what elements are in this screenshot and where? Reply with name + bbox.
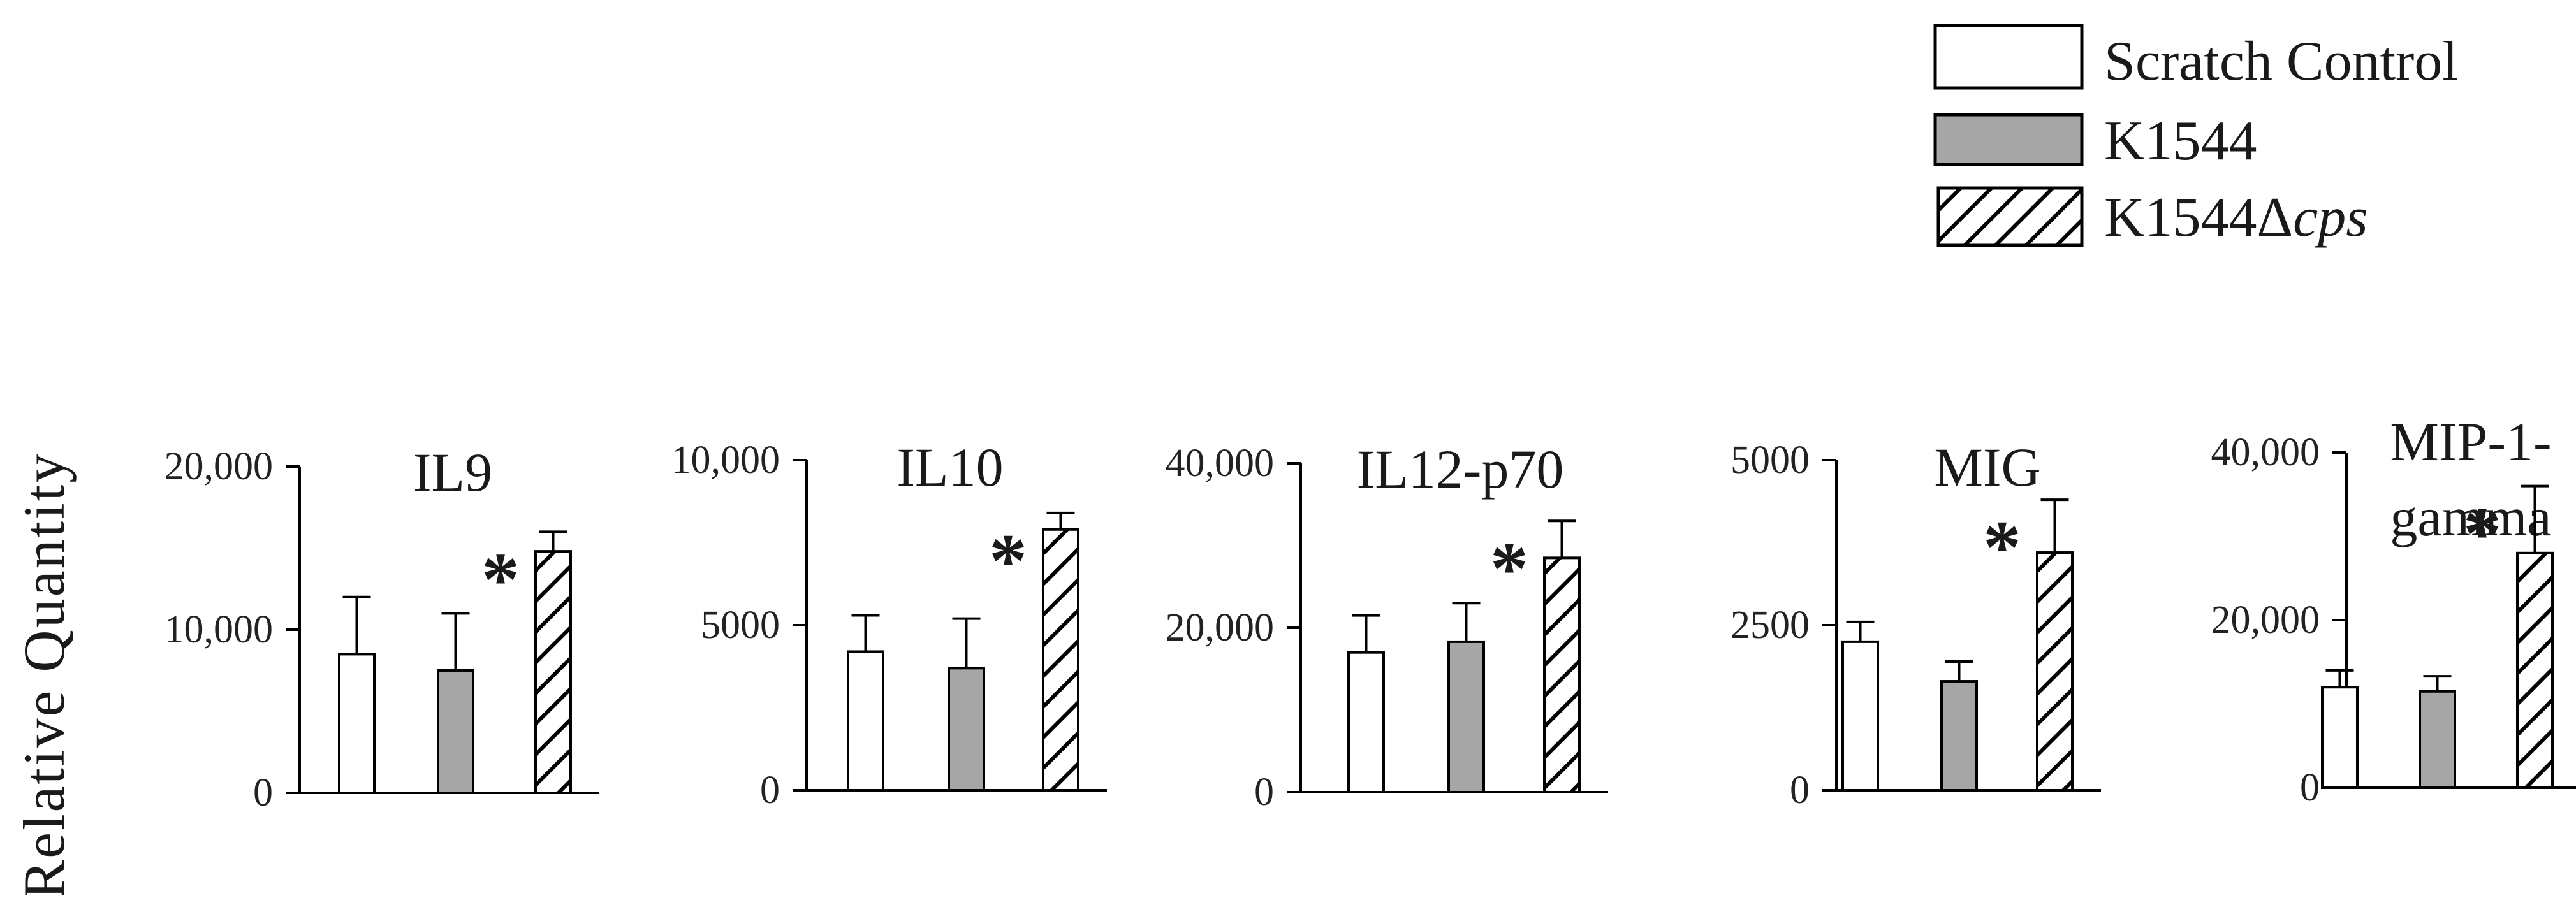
significance-star: * <box>2463 491 2501 576</box>
y-tick-label: 20,000 <box>2211 598 2320 642</box>
bar-scratch-control <box>1843 642 1878 790</box>
bar-k1544-dcps <box>1043 530 1078 790</box>
significance-star: * <box>1983 505 2021 590</box>
bar-scratch-control <box>848 651 883 790</box>
significance-star: * <box>481 537 520 621</box>
y-tick-label: 20,000 <box>165 445 274 488</box>
significance-star: * <box>989 518 1027 603</box>
legend-swatch-k1544-dcps <box>1938 188 2082 245</box>
legend-swatch-k1544 <box>1935 115 2082 164</box>
panel-title: IL12-p70 <box>1357 438 1564 500</box>
panel-4: 0 2500 5000 MIG * <box>1731 437 2101 812</box>
bar-scratch-control <box>1349 653 1384 792</box>
legend: Scratch Control K1544 K1544Δcps <box>1935 25 2458 249</box>
significance-star: * <box>1490 526 1528 611</box>
y-tick-label: 5000 <box>701 604 780 647</box>
y-tick-label: 20,000 <box>1166 606 1275 649</box>
bar-k1544 <box>1449 642 1484 792</box>
y-tick-label: 0 <box>2300 766 2320 809</box>
y-tick-label: 0 <box>760 769 780 812</box>
bar-k1544-dcps <box>2037 553 2072 790</box>
legend-swatch-scratch-control <box>1935 25 2082 88</box>
legend-label-k1544-dcps: K1544Δcps <box>2104 187 2367 249</box>
y-tick-label: 0 <box>253 771 273 815</box>
y-tick-label: 0 <box>1790 769 1810 812</box>
bar-k1544 <box>438 670 473 793</box>
y-tick-label: 2500 <box>1731 604 1810 647</box>
bar-scratch-control <box>339 654 374 793</box>
panels: 0 10,000 20,000 IL9 * 0 5000 10,000 IL10 * 0 20,000… <box>165 411 2576 815</box>
y-axis-title: Relative Quantity <box>11 452 77 895</box>
legend-label-scratch-control: Scratch Control <box>2104 31 2458 92</box>
bar-k1544-dcps <box>1544 558 1579 792</box>
bar-k1544 <box>2420 692 2455 788</box>
legend-label-k1544: K1544 <box>2104 110 2257 172</box>
bar-scratch-control <box>2322 687 2357 788</box>
y-tick-label: 40,000 <box>1166 442 1275 485</box>
bar-k1544 <box>1942 681 1977 790</box>
panel-2: 0 5000 10,000 IL10 * <box>671 437 1108 812</box>
panel-title: MIG <box>1934 437 2040 498</box>
panel-title: IL9 <box>413 442 492 503</box>
y-tick-label: 40,000 <box>2211 431 2320 474</box>
y-tick-label: 0 <box>1254 771 1274 814</box>
bar-k1544-dcps <box>536 551 571 793</box>
y-tick-label: 5000 <box>1731 438 1810 482</box>
bar-k1544-dcps <box>2517 553 2552 788</box>
bar-k1544 <box>949 668 984 790</box>
y-tick-label: 10,000 <box>165 608 274 651</box>
panel-3: 0 20,000 40,000 IL12-p70 * <box>1166 438 1609 814</box>
panel-title: MIP-1- <box>2390 411 2551 472</box>
panel-title: IL10 <box>896 437 1003 498</box>
y-tick-label: 10,000 <box>671 438 780 482</box>
panel-1: 0 10,000 20,000 IL9 * <box>165 442 600 815</box>
